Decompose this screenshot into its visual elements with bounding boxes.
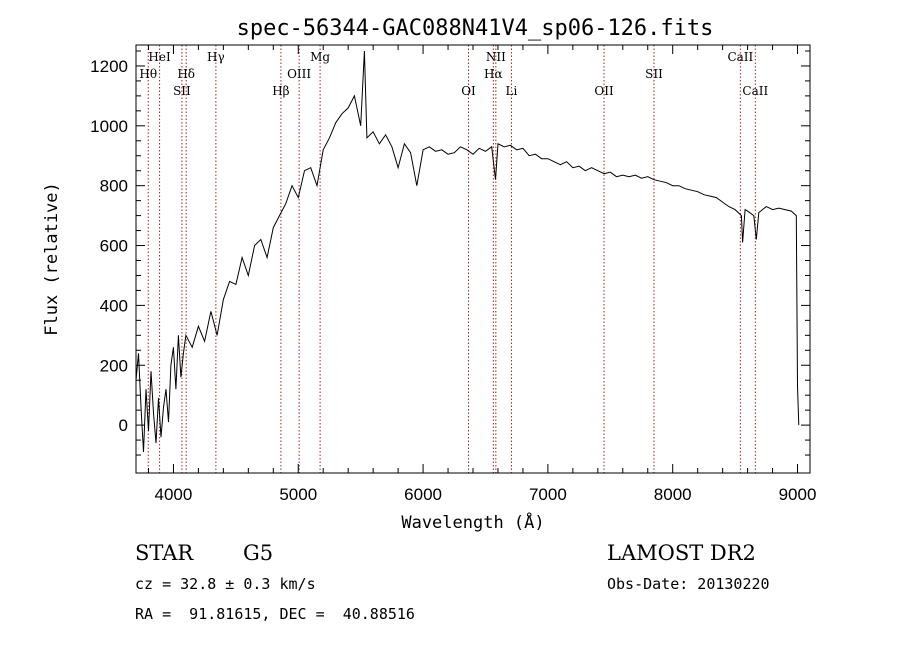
spectral-line-label: HeI — [148, 50, 171, 64]
spectral-line-label: Li — [506, 84, 518, 98]
y-tick-label: 1000 — [90, 117, 128, 136]
x-axis-ticks: 4000 5000 6000 7000 8000 9000 — [147, 45, 817, 504]
y-tick-label: 400 — [100, 296, 128, 315]
x-tick-label: 9000 — [779, 485, 817, 504]
y-tick-label: 1200 — [90, 57, 128, 76]
survey-name: LAMOST DR2 — [607, 541, 756, 565]
spectral-line-label: Hα — [484, 67, 503, 81]
spectral-line-label: OII — [594, 84, 614, 98]
spectrum-line — [135, 50, 800, 453]
y-tick-label: 0 — [119, 416, 128, 435]
x-tick-label: 6000 — [404, 485, 442, 504]
spectral-line-label: Hβ — [272, 84, 289, 98]
spectral-line-label: CaII — [742, 84, 768, 98]
spectral-line-label: CaII — [727, 50, 753, 64]
x-tick-label: 8000 — [654, 485, 692, 504]
x-axis-label: Wavelength (Å) — [401, 511, 544, 533]
x-tick-label: 4000 — [155, 485, 193, 504]
spectral-line-label: Hθ — [139, 67, 157, 81]
x-tick-label: 5000 — [279, 485, 317, 504]
y-tick-label: 200 — [100, 356, 128, 375]
spectral-line-label: SII — [645, 67, 663, 81]
y-axis-ticks: 0 200 400 600 800 1000 1200 — [90, 50, 810, 456]
y-tick-label: 800 — [100, 177, 128, 196]
spectral-line-label: SII — [173, 84, 191, 98]
coordinates: RA = 91.81615, DEC = 40.88516 — [135, 605, 415, 623]
spectral-line-label: Hγ — [207, 50, 225, 64]
chart-title: spec-56344-GAC088N41V4_sp06-126.fits — [237, 16, 714, 41]
spectral-line-markers — [147, 45, 756, 473]
x-tick-label: 7000 — [529, 485, 567, 504]
spectral-line-label: OI — [461, 84, 476, 98]
y-tick-label: 600 — [100, 237, 128, 256]
spectral-line-label: NII — [486, 50, 506, 64]
spectral-line-label: OIII — [287, 67, 311, 81]
obs-date: Obs-Date: 20130220 — [607, 575, 770, 593]
y-axis-label: Flux (relative) — [42, 182, 62, 336]
object-class: STAR — [135, 541, 194, 565]
object-subclass: G5 — [243, 541, 273, 565]
redshift-value: cz = 32.8 ± 0.3 km/s — [135, 575, 316, 593]
spectral-line-label: Mg — [310, 50, 330, 64]
plot-frame — [135, 44, 811, 474]
spectral-line-label: Hδ — [177, 67, 195, 81]
